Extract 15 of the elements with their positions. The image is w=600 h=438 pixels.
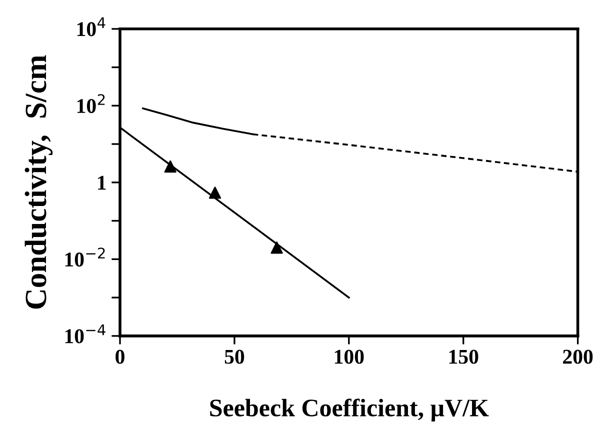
- x-tick-label: 50: [224, 350, 244, 364]
- point: [208, 186, 222, 199]
- y-axis-title: Conductivity, S/cm: [24, 55, 53, 309]
- point: [270, 242, 283, 254]
- y-tick-label: 10$^{4}$: [77, 17, 106, 36]
- x-tick-label: 0: [116, 350, 124, 364]
- x-tick-label: 100: [334, 350, 364, 364]
- point: [164, 160, 176, 173]
- y-tick-label: 10$^{−2}$: [65, 248, 105, 267]
- y-tick-label: 1: [98, 176, 106, 190]
- y-tick-label: 10$^{2}$: [77, 94, 105, 114]
- x-tick-label: 200: [563, 350, 593, 364]
- x-axis-title: Seebeck Coefficient, μV/K: [210, 398, 489, 422]
- y-tick-label: 10$^{−4}$: [65, 324, 106, 344]
- x-tick-label: 150: [449, 350, 478, 364]
